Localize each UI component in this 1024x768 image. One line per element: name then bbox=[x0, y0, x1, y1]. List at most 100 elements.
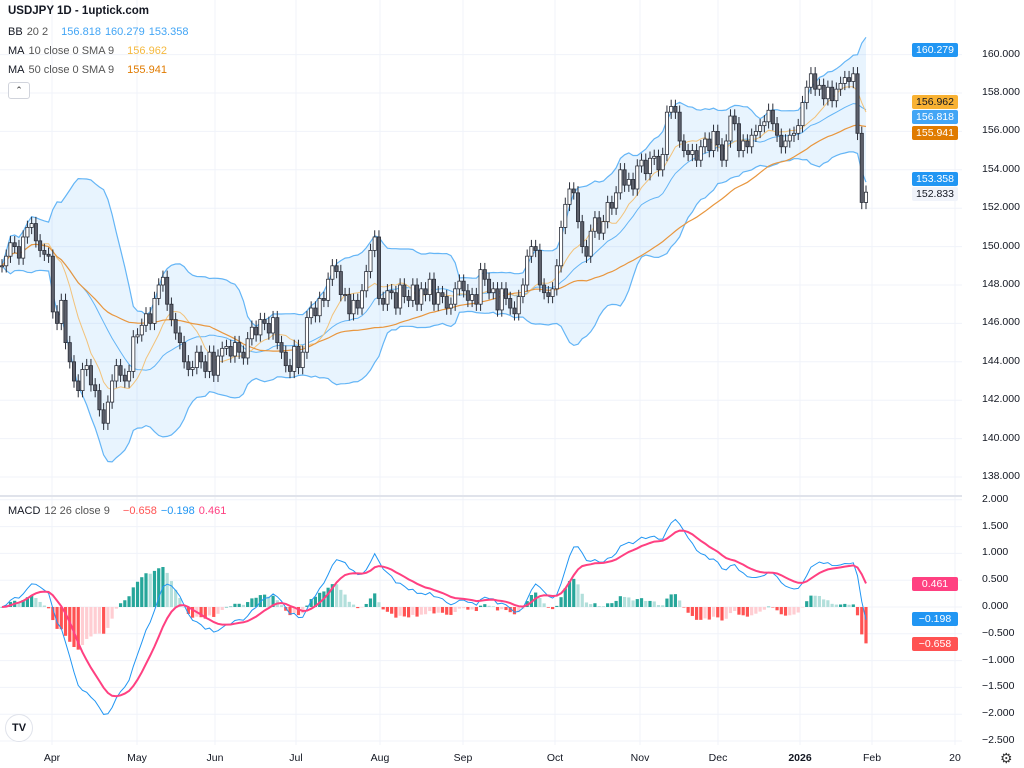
macd-histogram-bar bbox=[754, 607, 758, 614]
candle-up bbox=[588, 230, 593, 257]
macd-histogram-bar bbox=[796, 607, 800, 613]
macd-histogram-bar bbox=[21, 600, 25, 607]
macd-histogram-bar bbox=[644, 600, 648, 607]
candle-up bbox=[194, 351, 199, 368]
candle-down bbox=[254, 326, 259, 336]
macd-histogram-bar bbox=[851, 604, 855, 607]
macd-tick-label: 0.500 bbox=[982, 573, 1009, 586]
legend-ma50[interactable]: MA 50 close 0 SMA 9 155.941 bbox=[8, 64, 171, 76]
candle-up bbox=[4, 255, 9, 267]
macd-histogram-bar bbox=[34, 597, 38, 607]
candle-down bbox=[465, 290, 470, 301]
macd-histogram-bar bbox=[347, 601, 351, 607]
candle-up bbox=[817, 84, 822, 90]
macd-histogram-bar bbox=[508, 607, 512, 613]
candle-down bbox=[76, 380, 81, 392]
candle-up bbox=[419, 288, 424, 305]
candle-down bbox=[296, 346, 301, 368]
macd-histogram-bar bbox=[229, 606, 233, 608]
macd-histogram-bar bbox=[85, 607, 89, 639]
candle-up bbox=[131, 336, 136, 372]
macd-histogram-bar bbox=[669, 594, 673, 607]
candle-up bbox=[563, 203, 568, 228]
candle-down bbox=[122, 374, 127, 382]
macd-histogram-bar bbox=[220, 607, 224, 610]
candle-down bbox=[482, 269, 487, 280]
macd-histogram-bar bbox=[123, 600, 127, 607]
tradingview-logo[interactable]: TV bbox=[5, 714, 33, 742]
tag-bb-upper: 160.279 bbox=[912, 43, 958, 57]
candle-down bbox=[694, 150, 699, 161]
gear-icon[interactable]: ⚙ bbox=[1000, 750, 1013, 766]
price-tick-label: 148.000 bbox=[982, 278, 1020, 290]
macd-histogram-bar bbox=[233, 603, 237, 607]
candle-up bbox=[258, 319, 263, 336]
chevron-up-icon[interactable]: ⌃ bbox=[8, 82, 30, 99]
legend-macd[interactable]: MACD 12 26 close 9 −0.658 −0.198 0.461 bbox=[8, 505, 230, 517]
macd-histogram-bar bbox=[169, 581, 174, 607]
macd-histogram-bar bbox=[678, 600, 682, 607]
macd-histogram-bar bbox=[716, 607, 720, 618]
macd-histogram-bar bbox=[449, 607, 453, 615]
macd-histogram-bar bbox=[267, 596, 271, 607]
macd-histogram-bar bbox=[339, 589, 343, 607]
macd-histogram-bar bbox=[775, 607, 779, 611]
price-tick-label: 158.000 bbox=[982, 86, 1020, 98]
macd-histogram-bar bbox=[385, 607, 390, 612]
candle-down bbox=[830, 86, 835, 102]
candle-up bbox=[105, 401, 110, 424]
candle-up bbox=[300, 351, 305, 368]
bb-lower-line bbox=[1, 151, 867, 463]
macd-histogram-bar bbox=[174, 589, 178, 607]
candle-down bbox=[533, 246, 538, 251]
macd-histogram-bar bbox=[296, 607, 301, 616]
macd-histogram-bar bbox=[762, 607, 766, 610]
ma50-value: 155.941 bbox=[127, 64, 167, 76]
macd-histogram-bar bbox=[838, 604, 843, 607]
candle-up bbox=[304, 317, 309, 353]
macd-histogram-bar bbox=[46, 607, 51, 609]
candle-down bbox=[46, 253, 51, 257]
macd-histogram-bar bbox=[792, 607, 796, 615]
candle-up bbox=[491, 288, 496, 294]
candle-up bbox=[29, 223, 34, 228]
bollinger-band-fill bbox=[2, 37, 866, 462]
price-tick-label: 144.000 bbox=[982, 354, 1020, 367]
candle-down bbox=[736, 123, 741, 152]
macd-histogram-bar bbox=[165, 572, 169, 607]
macd-histogram-bar bbox=[42, 605, 46, 607]
candles bbox=[0, 67, 869, 430]
macd-histogram-bar bbox=[445, 607, 449, 615]
candle-down bbox=[580, 221, 585, 247]
candle-up bbox=[326, 278, 331, 301]
macd-histogram-bar bbox=[415, 607, 419, 617]
macd-histogram-bar bbox=[707, 607, 711, 620]
macd-tick-label: −1.500 bbox=[982, 680, 1015, 693]
candle-up bbox=[156, 284, 161, 299]
candle-up bbox=[741, 140, 746, 152]
macd-histogram-bar bbox=[207, 607, 212, 616]
ma10-value: 156.962 bbox=[127, 45, 167, 57]
macd-histogram-bar bbox=[106, 607, 110, 628]
bollinger-band-area bbox=[2, 37, 866, 462]
macd-histogram-bar bbox=[110, 607, 114, 619]
macd-histogram-bar bbox=[741, 607, 745, 616]
macd-histogram-bar bbox=[597, 606, 601, 607]
macd-histogram-bar bbox=[474, 607, 478, 612]
macd-histogram-bar bbox=[135, 581, 140, 607]
price-tick-label: 150.000 bbox=[982, 239, 1020, 252]
candle-down bbox=[686, 150, 691, 155]
legend-bb[interactable]: BB 20 2 156.818 160.279 153.358 bbox=[8, 26, 192, 38]
symbol-title: USDJPY 1D - 1uptick.com bbox=[8, 5, 150, 17]
candle-down bbox=[732, 115, 737, 125]
candle-up bbox=[762, 121, 767, 127]
macd-histogram-bar bbox=[318, 592, 322, 607]
candle-down bbox=[584, 246, 589, 257]
legend-ma10[interactable]: MA 10 close 0 SMA 9 156.962 bbox=[8, 45, 171, 57]
macd-histogram-bar bbox=[402, 607, 406, 617]
macd-histogram-bar bbox=[305, 605, 309, 607]
macd-histogram-bar bbox=[63, 607, 68, 636]
macd-histogram-bar bbox=[567, 581, 572, 607]
candle-down bbox=[211, 351, 216, 376]
